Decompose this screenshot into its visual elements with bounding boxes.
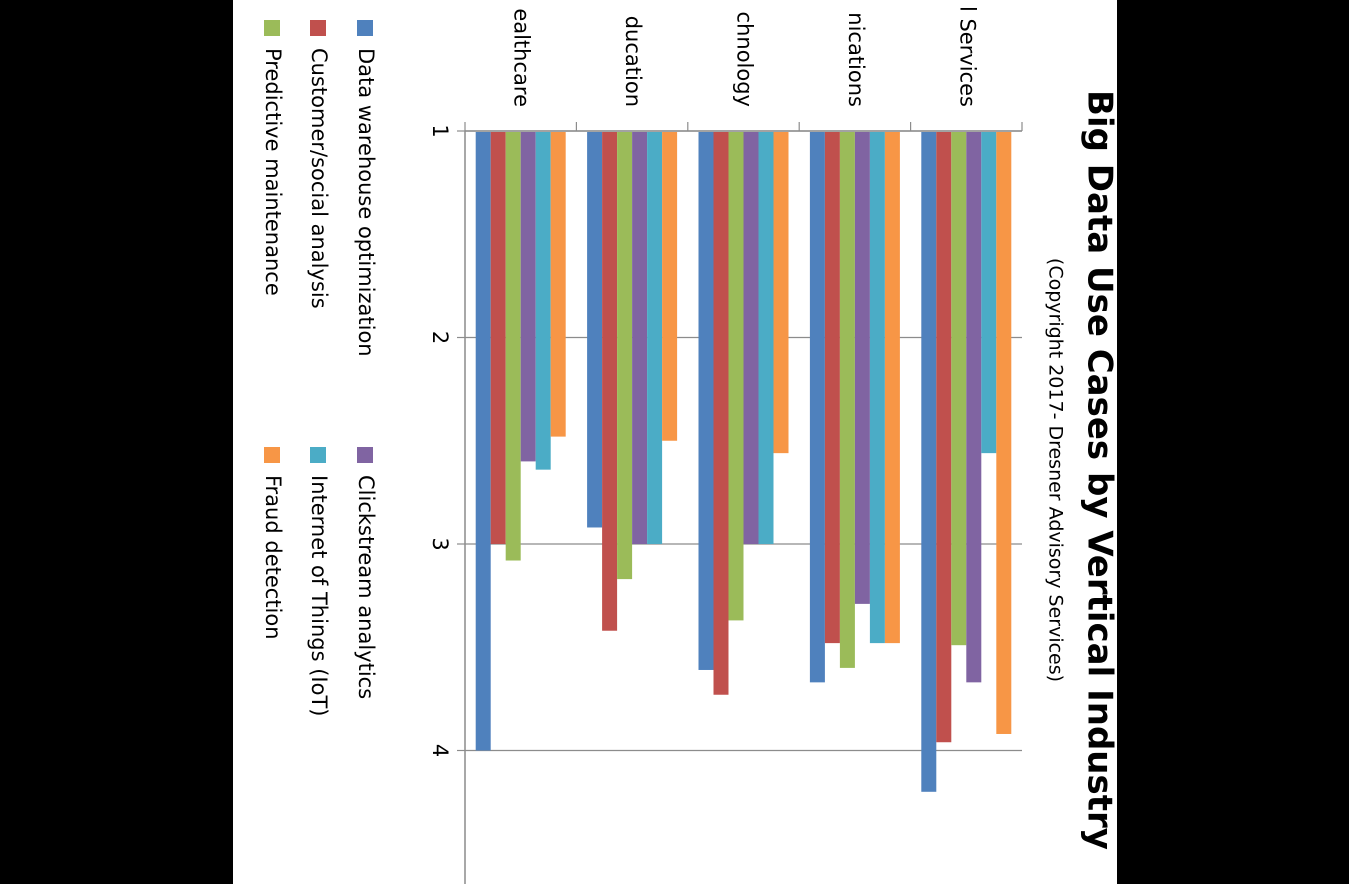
tick-label: 2: [428, 331, 452, 344]
bar: [632, 132, 648, 544]
bar: [505, 132, 521, 561]
category-label: ducation: [621, 16, 645, 107]
bar: [854, 132, 870, 604]
bar: [698, 132, 714, 670]
bar: [475, 132, 491, 751]
legend-swatch: [357, 20, 373, 36]
bar: [713, 132, 729, 695]
chart-subtitle: (Copyright 2017- Dresner Advisory Servic…: [1045, 258, 1067, 682]
chart-panel: Big Data Use Cases by Vertical Industry (…: [233, 0, 1117, 884]
tick-label: 1: [428, 124, 452, 137]
tick-label: 4: [428, 744, 452, 757]
bar: [520, 132, 536, 462]
bar: [839, 132, 855, 668]
bar: [824, 132, 840, 644]
chart-title: Big Data Use Cases by Vertical Industry: [1080, 90, 1118, 850]
bar: [728, 132, 744, 621]
bar: [869, 132, 885, 644]
category-label: nications: [844, 12, 868, 107]
bar: [490, 132, 506, 544]
legend-swatch: [264, 20, 280, 36]
legend-swatch: [310, 20, 326, 36]
bar: [758, 132, 774, 544]
legend-label: Fraud detection: [261, 475, 285, 640]
legend-swatch: [310, 447, 326, 463]
bar: [921, 132, 937, 792]
bar: [966, 132, 982, 683]
bar: [951, 132, 967, 646]
bar: [996, 132, 1012, 734]
bar: [809, 132, 825, 683]
bar: [617, 132, 633, 580]
tick-label: 3: [428, 537, 452, 550]
bar: [587, 132, 603, 528]
bar: [743, 132, 759, 544]
category-label: l Services: [955, 6, 979, 107]
bar: [602, 132, 618, 631]
legend-label: Internet of Things (IoT): [307, 475, 331, 716]
chart: Big Data Use Cases by Vertical Industry (…: [261, 6, 1118, 884]
category-label: ealthcare: [510, 8, 534, 107]
bar: [535, 132, 551, 470]
bar: [936, 132, 952, 743]
category-label: chnology: [733, 12, 757, 107]
bar: [550, 132, 566, 437]
legend-swatch: [264, 447, 280, 463]
bar: [981, 132, 997, 454]
bar: [662, 132, 678, 441]
legend-swatch: [357, 447, 373, 463]
legend-label: Data warehouse optimization: [354, 48, 378, 357]
bar: [773, 132, 789, 454]
legend-label: Customer/social analysis: [307, 48, 331, 309]
legend-label: Clickstream analytics: [354, 475, 378, 699]
bar: [884, 132, 900, 644]
bar: [647, 132, 663, 544]
legend-label: Predictive maintenance: [261, 48, 285, 296]
